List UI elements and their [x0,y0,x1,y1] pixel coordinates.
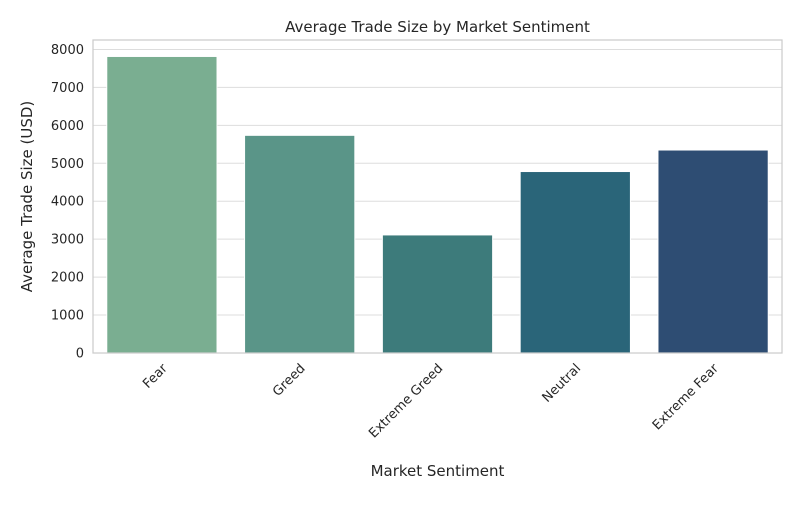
y-tick-label: 2000 [51,271,84,286]
chart-title: Average Trade Size by Market Sentiment [285,18,590,36]
y-tick-label: 3000 [51,233,84,248]
bar-extreme-fear [657,149,769,354]
y-tick-label: 6000 [51,119,84,134]
y-tick-label: 7000 [51,81,84,96]
plot-frame [92,39,783,354]
x-axis-label: Market Sentiment [371,462,505,480]
y-tick-label: 1000 [51,309,84,324]
y-tick-label: 0 [76,347,84,362]
x-tick-label: Greed [270,361,308,399]
y-tick-label: 5000 [51,157,84,172]
bars [106,55,769,354]
bar-greed [244,134,356,354]
y-tick-labels: 0 1000 2000 3000 4000 5000 6000 7000 8000 [51,43,84,362]
x-tick-label: Extreme Greed [366,361,446,441]
bar-extreme-greed [381,234,494,354]
bar-fear [106,55,218,354]
x-tick-label: Neutral [540,361,585,406]
y-axis-label: Average Trade Size (USD) [18,101,36,293]
x-tick-label: Fear [140,361,171,392]
bar-neutral [519,171,631,354]
y-tick-label: 4000 [51,195,84,210]
x-tick-labels: Fear Greed Extreme Greed Neutral Extreme Fea… [140,361,722,442]
x-tick-label: Extreme Fear [650,361,723,434]
y-tick-label: 8000 [51,43,84,58]
